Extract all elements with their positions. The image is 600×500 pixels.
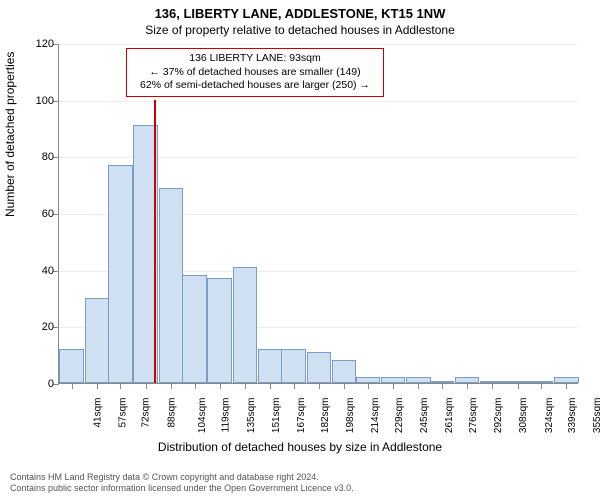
x-tick	[245, 383, 246, 389]
y-tick-label: 0	[14, 378, 54, 390]
x-tick	[541, 383, 542, 389]
y-tick-label: 40	[14, 265, 54, 277]
y-tick-label: 120	[14, 38, 54, 50]
x-tick	[344, 383, 345, 389]
x-tick-label: 214sqm	[370, 398, 381, 434]
x-tick	[195, 383, 196, 389]
bar	[182, 275, 207, 383]
x-tick-label: 72sqm	[141, 398, 152, 428]
grid-line	[59, 44, 578, 45]
footer-attribution: Contains HM Land Registry data © Crown c…	[10, 472, 354, 495]
x-tick	[120, 383, 121, 389]
x-tick-label: 167sqm	[296, 398, 307, 434]
annotation-line-3: 62% of semi-detached houses are larger (…	[133, 79, 377, 93]
x-tick-label: 324sqm	[544, 398, 555, 434]
x-tick	[146, 383, 147, 389]
x-tick	[294, 383, 295, 389]
bar	[85, 298, 110, 383]
bar	[108, 165, 133, 383]
x-tick-label: 41sqm	[92, 398, 103, 428]
x-tick	[442, 383, 443, 389]
x-tick-label: 119sqm	[220, 398, 231, 433]
x-tick	[467, 383, 468, 389]
grid-line	[59, 101, 578, 102]
x-tick-label: 88sqm	[166, 398, 177, 428]
x-tick-label: 198sqm	[345, 398, 356, 434]
x-tick	[72, 383, 73, 389]
chart-subtitle: Size of property relative to detached ho…	[0, 21, 600, 37]
bar	[233, 267, 258, 383]
x-tick-label: 308sqm	[518, 398, 529, 434]
x-tick	[518, 383, 519, 389]
x-tick	[97, 383, 98, 389]
x-tick-label: 245sqm	[419, 398, 430, 434]
bar	[207, 278, 232, 383]
bar	[281, 349, 306, 383]
x-tick-label: 355sqm	[592, 398, 600, 434]
bar	[258, 349, 283, 383]
bar	[59, 349, 84, 383]
marker-line	[154, 100, 156, 383]
footer-line-2: Contains public sector information licen…	[10, 483, 354, 494]
annotation-line-1: 136 LIBERTY LANE: 93sqm	[133, 52, 377, 66]
plot-area: 136 LIBERTY LANE: 93sqm ← 37% of detache…	[58, 44, 578, 384]
annotation-box: 136 LIBERTY LANE: 93sqm ← 37% of detache…	[126, 48, 384, 97]
x-tick	[393, 383, 394, 389]
bar	[307, 352, 332, 383]
x-tick	[418, 383, 419, 389]
x-tick	[319, 383, 320, 389]
x-tick	[566, 383, 567, 389]
bar	[159, 188, 184, 384]
x-tick-label: 135sqm	[246, 398, 257, 434]
x-tick	[171, 383, 172, 389]
x-tick-label: 182sqm	[320, 398, 331, 434]
y-tick-label: 60	[14, 208, 54, 220]
x-tick-label: 229sqm	[394, 398, 405, 434]
x-tick-label: 104sqm	[197, 398, 208, 434]
x-tick	[368, 383, 369, 389]
y-tick-label: 20	[14, 321, 54, 333]
x-tick-label: 151sqm	[271, 398, 282, 434]
x-tick-label: 57sqm	[117, 398, 128, 428]
x-tick-label: 292sqm	[493, 398, 504, 434]
x-axis-label: Distribution of detached houses by size …	[0, 440, 600, 454]
x-tick-label: 276sqm	[468, 398, 479, 434]
y-axis-label: Number of detached properties	[3, 52, 17, 217]
x-tick	[220, 383, 221, 389]
x-tick	[270, 383, 271, 389]
footer-line-1: Contains HM Land Registry data © Crown c…	[10, 472, 354, 483]
chart-title: 136, LIBERTY LANE, ADDLESTONE, KT15 1NW	[0, 0, 600, 21]
x-tick-label: 339sqm	[567, 398, 578, 434]
y-tick-label: 80	[14, 151, 54, 163]
x-tick-label: 261sqm	[444, 398, 455, 434]
y-tick-label: 100	[14, 95, 54, 107]
annotation-line-2: ← 37% of detached houses are smaller (14…	[133, 66, 377, 80]
bar	[332, 360, 357, 383]
x-tick	[492, 383, 493, 389]
